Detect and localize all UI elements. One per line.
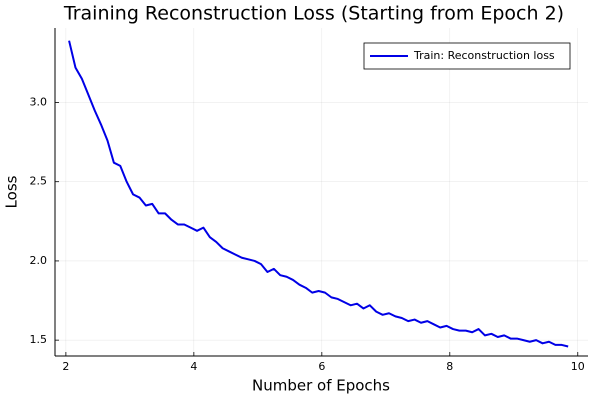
legend-label: Train: Reconstruction loss: [413, 49, 555, 62]
x-tick-label: 2: [62, 360, 69, 373]
chart-title: Training Reconstruction Loss (Starting f…: [63, 3, 564, 25]
y-axis-label: Loss: [3, 175, 21, 208]
y-tick-label: 1.5: [30, 333, 48, 346]
y-tick-label: 3.0: [30, 95, 48, 108]
legend: Train: Reconstruction loss: [363, 42, 571, 70]
x-tick-label: 8: [446, 360, 453, 373]
x-tick-label: 4: [190, 360, 197, 373]
y-tick-label: 2.5: [30, 175, 48, 188]
y-tick-label: 2.0: [30, 254, 48, 267]
x-tick-label: 6: [318, 360, 325, 373]
x-tick-label: 10: [571, 360, 585, 373]
line-series: [68, 40, 569, 348]
x-axis-label: Number of Epochs: [252, 377, 390, 395]
